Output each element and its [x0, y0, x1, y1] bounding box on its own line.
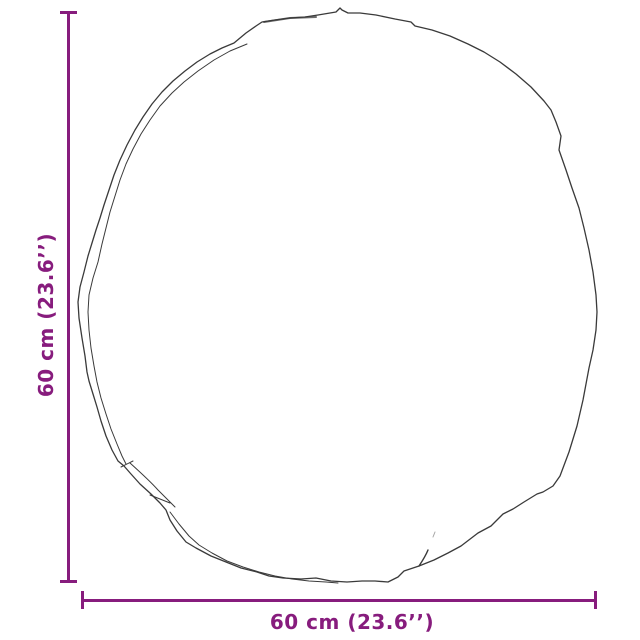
crease-speck: [432, 531, 436, 538]
crease-mark: [418, 549, 429, 567]
width-dimension-left-cap: [81, 591, 84, 609]
outline-inner-seam: [87, 43, 339, 584]
width-dimension-label: 60 cm (23.6’’): [269, 610, 435, 634]
height-dimension-top-cap: [60, 11, 77, 14]
fold-detail: [120, 460, 176, 508]
width-dimension-line: [81, 591, 597, 609]
seam-top-segment: [263, 16, 317, 23]
height-dimension-label: 60 cm (23.6’’): [34, 232, 58, 398]
product-outline: [77, 7, 598, 584]
height-dimension-bottom-cap: [60, 580, 77, 583]
height-dimension-shaft: [67, 12, 70, 583]
width-dimension-right-cap: [594, 591, 597, 609]
outline-outer: [77, 7, 598, 583]
height-dimension-line: [60, 11, 77, 583]
width-dimension-shaft: [82, 599, 595, 602]
